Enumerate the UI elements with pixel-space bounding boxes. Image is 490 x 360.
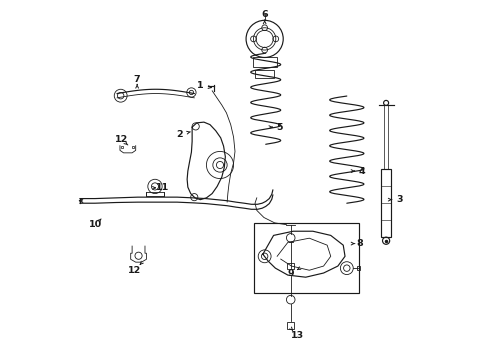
Text: 9: 9 (288, 269, 294, 278)
Bar (255, 71, 274, 78)
Text: 11: 11 (155, 183, 169, 192)
Text: 13: 13 (292, 331, 304, 340)
Bar (254, 223, 359, 293)
Text: 3: 3 (396, 195, 403, 204)
Bar (252, 58, 277, 67)
Bar (287, 263, 294, 269)
Text: 1: 1 (197, 81, 204, 90)
Bar (287, 322, 294, 329)
Bar (146, 192, 164, 197)
Text: 6: 6 (261, 10, 268, 19)
Bar (357, 266, 360, 270)
Text: 8: 8 (357, 239, 364, 248)
Text: 10: 10 (89, 220, 102, 229)
Text: 7: 7 (134, 75, 141, 84)
Text: 2: 2 (177, 130, 183, 139)
Text: 12: 12 (128, 266, 142, 275)
Bar (381, 168, 391, 237)
Text: 12: 12 (115, 135, 128, 144)
Text: 4: 4 (359, 167, 366, 176)
Text: 5: 5 (277, 123, 283, 132)
